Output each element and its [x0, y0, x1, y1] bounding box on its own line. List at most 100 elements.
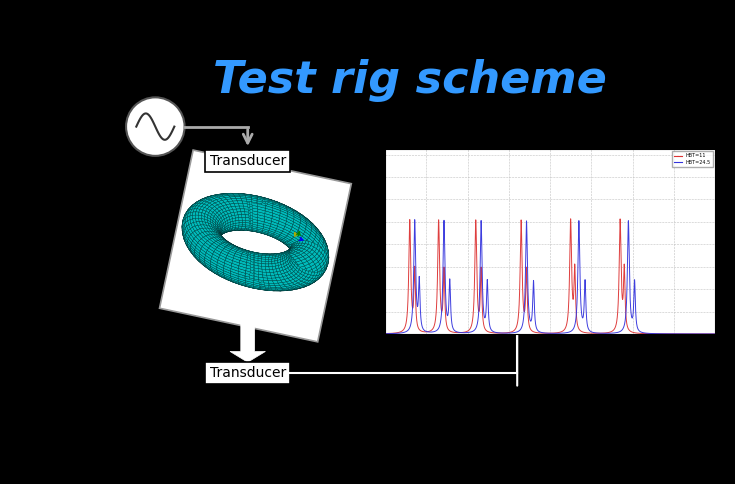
Polygon shape [300, 265, 304, 269]
Polygon shape [193, 218, 196, 223]
Polygon shape [252, 210, 257, 213]
Polygon shape [220, 245, 223, 250]
Polygon shape [232, 198, 237, 201]
Polygon shape [186, 221, 189, 227]
Polygon shape [282, 231, 288, 236]
Polygon shape [237, 229, 243, 230]
Polygon shape [204, 235, 209, 239]
Polygon shape [254, 264, 261, 268]
Polygon shape [296, 283, 303, 287]
Polygon shape [239, 263, 246, 268]
Polygon shape [320, 237, 323, 242]
Polygon shape [263, 197, 270, 200]
Polygon shape [284, 260, 291, 264]
Polygon shape [248, 209, 253, 212]
Polygon shape [219, 275, 226, 279]
Polygon shape [215, 223, 218, 227]
Polygon shape [293, 286, 299, 288]
Polygon shape [259, 285, 265, 287]
Polygon shape [247, 260, 251, 264]
Polygon shape [250, 272, 254, 276]
Polygon shape [196, 242, 202, 249]
Polygon shape [237, 217, 244, 221]
Polygon shape [268, 264, 272, 267]
Polygon shape [199, 256, 205, 262]
Polygon shape [204, 231, 209, 235]
Polygon shape [214, 197, 220, 200]
Polygon shape [295, 211, 302, 215]
Polygon shape [220, 234, 222, 238]
Polygon shape [303, 261, 309, 266]
Polygon shape [250, 205, 257, 209]
Polygon shape [277, 254, 282, 255]
Polygon shape [223, 238, 226, 242]
Polygon shape [232, 281, 240, 284]
Polygon shape [280, 267, 287, 270]
Polygon shape [257, 197, 263, 200]
Polygon shape [249, 218, 253, 221]
Polygon shape [302, 282, 309, 285]
Polygon shape [324, 256, 326, 262]
Polygon shape [207, 248, 214, 254]
Polygon shape [302, 234, 309, 240]
Polygon shape [274, 267, 282, 270]
Polygon shape [287, 244, 290, 248]
Polygon shape [237, 201, 243, 203]
Polygon shape [313, 275, 318, 279]
Polygon shape [240, 227, 246, 229]
Polygon shape [290, 233, 292, 237]
Polygon shape [300, 256, 304, 259]
Polygon shape [290, 244, 297, 247]
Polygon shape [240, 248, 245, 250]
Polygon shape [234, 255, 237, 259]
Polygon shape [218, 221, 220, 226]
Polygon shape [280, 252, 284, 254]
Polygon shape [259, 253, 264, 254]
Polygon shape [313, 279, 318, 283]
Polygon shape [231, 248, 237, 252]
Polygon shape [321, 245, 325, 252]
Polygon shape [239, 223, 243, 225]
Polygon shape [202, 210, 206, 214]
Polygon shape [237, 254, 240, 258]
Polygon shape [257, 227, 263, 230]
Polygon shape [316, 229, 320, 234]
Polygon shape [284, 224, 289, 228]
Polygon shape [212, 227, 216, 231]
Polygon shape [328, 256, 329, 262]
Polygon shape [299, 225, 306, 231]
Polygon shape [318, 250, 323, 256]
Polygon shape [215, 219, 218, 223]
Polygon shape [236, 259, 240, 263]
Polygon shape [270, 275, 276, 278]
Polygon shape [320, 244, 323, 250]
Polygon shape [292, 263, 295, 267]
Polygon shape [219, 274, 226, 277]
Polygon shape [276, 228, 283, 233]
Polygon shape [328, 249, 329, 256]
Polygon shape [294, 217, 300, 220]
Polygon shape [198, 259, 204, 264]
Polygon shape [320, 273, 324, 278]
Polygon shape [311, 257, 317, 262]
Polygon shape [193, 226, 197, 231]
Polygon shape [287, 264, 290, 268]
Polygon shape [304, 217, 309, 221]
Polygon shape [209, 231, 215, 234]
Polygon shape [279, 205, 285, 209]
Polygon shape [225, 227, 232, 229]
Polygon shape [227, 194, 234, 196]
Polygon shape [262, 261, 265, 264]
Polygon shape [227, 227, 230, 230]
Polygon shape [202, 244, 209, 250]
Polygon shape [223, 196, 230, 197]
Polygon shape [326, 242, 328, 249]
Polygon shape [220, 222, 222, 226]
Polygon shape [297, 230, 304, 236]
Polygon shape [223, 225, 230, 227]
Polygon shape [250, 213, 257, 217]
Polygon shape [219, 237, 224, 240]
Polygon shape [280, 217, 284, 222]
Polygon shape [229, 195, 235, 197]
Polygon shape [325, 260, 327, 266]
